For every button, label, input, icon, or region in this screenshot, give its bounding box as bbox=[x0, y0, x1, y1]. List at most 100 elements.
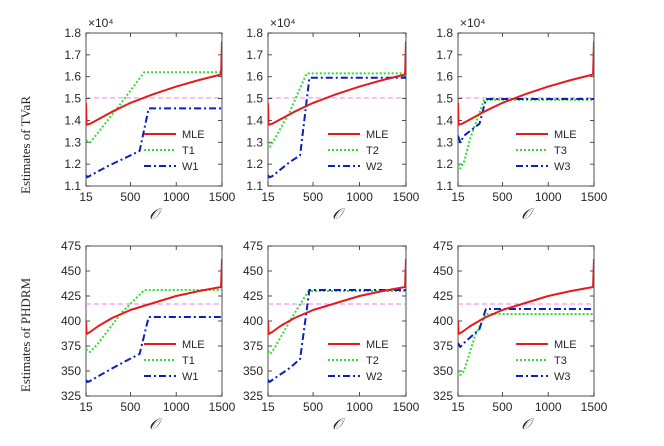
series-line-w3 bbox=[458, 308, 594, 348]
y-tick-label: 1.3 bbox=[436, 135, 453, 149]
y-tick-label: 325 bbox=[61, 389, 81, 403]
y-tick-label: 1.8 bbox=[246, 26, 263, 40]
x-tick-label: 1000 bbox=[535, 400, 562, 414]
series-group bbox=[86, 258, 222, 383]
series-group bbox=[268, 41, 406, 179]
y-tick-label: 1.7 bbox=[246, 48, 263, 62]
series-line-w2 bbox=[268, 289, 406, 383]
series-group bbox=[86, 41, 222, 179]
y-tick-label: 375 bbox=[433, 339, 453, 353]
legend-label-mle: MLE bbox=[554, 339, 577, 351]
y-tick-label: 1.6 bbox=[246, 70, 263, 84]
series-line-t3 bbox=[458, 313, 594, 376]
y-tick-label: 475 bbox=[243, 239, 263, 253]
y-tick-label: 1.8 bbox=[436, 26, 453, 40]
plot-frame bbox=[457, 32, 595, 187]
x-tick-label: 1500 bbox=[581, 400, 608, 414]
x-tick-label: 1500 bbox=[209, 190, 236, 204]
y-tick-label: 1.1 bbox=[436, 179, 453, 193]
x-axis-label: 𝒪 bbox=[149, 207, 162, 223]
y-tick-label: 375 bbox=[243, 339, 263, 353]
series-line-mle bbox=[86, 41, 222, 126]
y-exponent-label: ×10⁴ bbox=[88, 16, 114, 30]
legend-label-mle: MLE bbox=[366, 129, 389, 141]
x-axis-label: 𝒪 bbox=[332, 207, 345, 223]
series-line-w1 bbox=[86, 316, 222, 383]
y-tick-label: 1.3 bbox=[246, 135, 263, 149]
y-tick-label: 325 bbox=[243, 389, 263, 403]
y-tick-label: 1.8 bbox=[64, 26, 81, 40]
y-tick-label: 1.1 bbox=[64, 179, 81, 193]
y-tick-label: 475 bbox=[433, 239, 453, 253]
y-tick-label: 425 bbox=[61, 289, 81, 303]
legend-label-t3: T3 bbox=[554, 145, 567, 157]
x-tick-label: 15 bbox=[451, 190, 465, 204]
series-group bbox=[458, 41, 594, 170]
series-line-t1 bbox=[86, 289, 222, 353]
y-tick-label: 1.7 bbox=[64, 48, 81, 62]
panel-4: 325 350 375 400 425 450 475 15 500 1000 1500 𝒪 MLE T1… bbox=[61, 239, 236, 433]
y-tick-label: 325 bbox=[433, 389, 453, 403]
legend-label-w1: W1 bbox=[182, 161, 199, 173]
x-tick-label: 1500 bbox=[393, 400, 420, 414]
y-tick-label: 1.2 bbox=[436, 157, 453, 171]
y-tick-label: 1.5 bbox=[64, 92, 81, 106]
y-tick-label: 450 bbox=[61, 264, 81, 278]
y-tick-label: 1.7 bbox=[436, 48, 453, 62]
y-exponent-label: ×10⁴ bbox=[460, 16, 486, 30]
x-tick-label: 500 bbox=[492, 190, 512, 204]
x-tick-label: 1500 bbox=[581, 190, 608, 204]
plot-frame bbox=[85, 32, 223, 187]
panel-6: 325 350 375 400 425 450 475 15 500 1000 1500 𝒪 MLE T3… bbox=[433, 239, 608, 433]
y-tick-label: 450 bbox=[243, 264, 263, 278]
x-axis-label: 𝒪 bbox=[521, 417, 534, 433]
x-tick-label: 15 bbox=[261, 400, 275, 414]
panel-5: 325 350 375 400 425 450 475 15 500 1000 1500 𝒪 MLE T2… bbox=[243, 239, 420, 433]
y-tick-label: 1.4 bbox=[436, 113, 453, 127]
x-tick-label: 500 bbox=[492, 400, 512, 414]
y-tick-label: 400 bbox=[433, 314, 453, 328]
y-tick-label: 425 bbox=[433, 289, 453, 303]
y-tick-label: 450 bbox=[433, 264, 453, 278]
panel-2: 1.1 1.2 1.3 1.4 1.5 1.6 1.7 1.8 15 500 1000 1500 𝒪 ×1… bbox=[246, 16, 419, 223]
legend-label-t2: T2 bbox=[366, 145, 379, 157]
x-axis-label: 𝒪 bbox=[149, 417, 162, 433]
series-line-mle bbox=[268, 258, 406, 335]
x-tick-label: 1000 bbox=[535, 190, 562, 204]
legend-label-mle: MLE bbox=[182, 339, 205, 351]
y-tick-label: 1.4 bbox=[64, 113, 81, 127]
y-tick-label: 1.4 bbox=[246, 113, 263, 127]
series-line-w3 bbox=[458, 98, 594, 144]
panel-1: 1.1 1.2 1.3 1.4 1.5 1.6 1.7 1.8 15 500 1000 1500 𝒪 ×1… bbox=[64, 16, 235, 223]
legend-label-t2: T2 bbox=[366, 355, 379, 367]
x-tick-label: 15 bbox=[261, 190, 275, 204]
legend-label-w2: W2 bbox=[366, 371, 383, 383]
x-tick-label: 1500 bbox=[209, 400, 236, 414]
y-tick-label: 1.3 bbox=[64, 135, 81, 149]
x-tick-label: 500 bbox=[303, 190, 323, 204]
series-line-w2 bbox=[268, 76, 406, 179]
x-tick-label: 1500 bbox=[393, 190, 420, 204]
y-tick-label: 1.1 bbox=[246, 179, 263, 193]
y-tick-label: 400 bbox=[243, 314, 263, 328]
series-line-t2 bbox=[268, 72, 406, 148]
y-tick-label: 1.6 bbox=[64, 70, 81, 84]
row-ylabel-tvar: Estimates of TVaR bbox=[18, 96, 33, 194]
series-group bbox=[458, 258, 594, 376]
series-line-w1 bbox=[86, 107, 222, 179]
y-tick-label: 350 bbox=[243, 364, 263, 378]
legend-label-t1: T1 bbox=[182, 355, 195, 367]
panel-grid: 1.1 1.2 1.3 1.4 1.5 1.6 1.7 1.8 15 500 1000 1500 𝒪 ×1… bbox=[61, 16, 608, 433]
x-axis-label: 𝒪 bbox=[332, 417, 345, 433]
x-tick-label: 15 bbox=[79, 400, 93, 414]
y-tick-label: 400 bbox=[61, 314, 81, 328]
x-tick-label: 500 bbox=[303, 400, 323, 414]
legend-label-w3: W3 bbox=[554, 371, 571, 383]
x-tick-label: 15 bbox=[79, 190, 93, 204]
x-tick-label: 1000 bbox=[163, 400, 190, 414]
panel-3: 1.1 1.2 1.3 1.4 1.5 1.6 1.7 1.8 15 500 1000 1500 𝒪 ×1… bbox=[436, 16, 607, 223]
y-tick-label: 425 bbox=[243, 289, 263, 303]
y-tick-label: 1.2 bbox=[246, 157, 263, 171]
legend-label-w2: W2 bbox=[366, 161, 383, 173]
